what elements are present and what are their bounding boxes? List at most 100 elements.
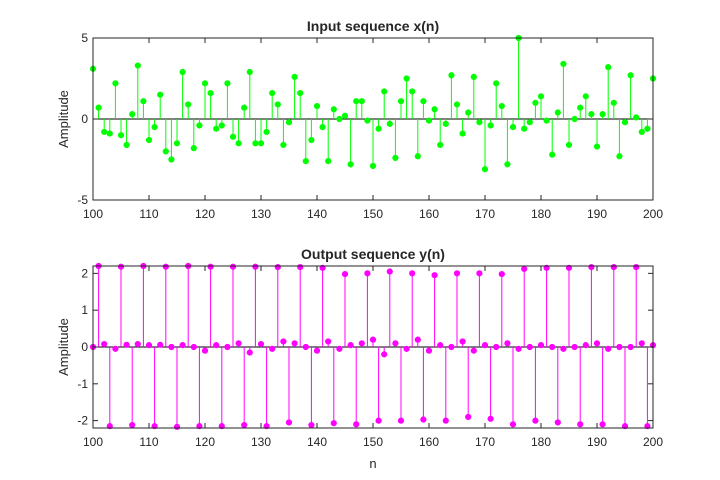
input-stem-marker bbox=[582, 93, 589, 100]
output-stem-marker bbox=[246, 349, 253, 356]
output-stem-marker bbox=[537, 342, 545, 349]
output-stem-marker bbox=[369, 336, 377, 343]
input-stem-marker bbox=[257, 140, 265, 147]
output-stem-marker bbox=[291, 340, 298, 347]
output-stem-marker bbox=[106, 423, 113, 430]
output-stem-marker bbox=[252, 263, 259, 270]
input-stem-marker bbox=[285, 119, 293, 126]
output-stem-marker bbox=[509, 421, 517, 428]
output-stem-marker bbox=[554, 419, 561, 426]
input-x-tick-label: 180 bbox=[531, 207, 551, 221]
output-stem-marker bbox=[465, 413, 472, 421]
output-stem-marker bbox=[190, 343, 197, 351]
input-x-ticks: 100 110 120 130 140 150 160 170 180 190 200 bbox=[83, 38, 663, 221]
output-y-tick-label: -1 bbox=[77, 377, 88, 391]
input-x-tick-label: 190 bbox=[587, 207, 607, 221]
output-stem-marker bbox=[633, 264, 640, 271]
output-stem-marker bbox=[274, 264, 281, 271]
input-stem-marker bbox=[201, 80, 209, 87]
input-stem-marker bbox=[392, 154, 399, 161]
input-stem-marker bbox=[616, 153, 623, 160]
output-stem-marker bbox=[302, 343, 309, 351]
output-stem-marker bbox=[577, 421, 584, 428]
output-x-tick-label: 140 bbox=[307, 435, 327, 449]
input-sequence-axes: 100 110 120 130 140 150 160 170 180 190 200 -5 0 5 I… bbox=[56, 18, 663, 221]
input-stem-marker bbox=[129, 111, 136, 118]
output-stem-marker bbox=[437, 342, 444, 349]
input-stem-marker bbox=[638, 128, 645, 136]
input-y-tick-label: 5 bbox=[81, 31, 88, 45]
input-stem-marker bbox=[565, 141, 573, 149]
input-stem-marker bbox=[453, 101, 461, 108]
output-y-tick-label: 1 bbox=[81, 303, 88, 317]
input-stem-marker bbox=[571, 115, 578, 123]
output-stem-marker bbox=[448, 343, 455, 351]
output-stem-marker bbox=[218, 423, 225, 430]
output-stem-marker bbox=[241, 421, 248, 429]
input-x-tick-label: 150 bbox=[363, 207, 383, 221]
input-stem-marker bbox=[291, 73, 298, 80]
input-stem-marker bbox=[381, 88, 388, 95]
output-x-tick-label: 110 bbox=[139, 435, 158, 449]
input-stem-marker bbox=[621, 119, 629, 126]
input-y-tick-label: -5 bbox=[77, 193, 88, 207]
input-stem-marker bbox=[509, 124, 517, 131]
output-stem-marker bbox=[235, 340, 242, 347]
output-x-tick-label: 190 bbox=[587, 435, 607, 449]
input-x-tick-label: 130 bbox=[251, 207, 271, 221]
input-stem-marker bbox=[145, 136, 153, 144]
input-stem-marker bbox=[397, 98, 405, 105]
input-stem-marker bbox=[476, 119, 483, 126]
output-stem-marker bbox=[117, 263, 125, 270]
output-stem-marker bbox=[224, 343, 231, 351]
input-stem-marker bbox=[336, 115, 343, 123]
output-stem-marker bbox=[599, 421, 606, 428]
output-stem-marker bbox=[493, 343, 500, 351]
output-stem-marker bbox=[588, 264, 595, 271]
input-stem-marker bbox=[190, 145, 197, 152]
input-stem-marker bbox=[358, 98, 365, 105]
input-x-tick-label: 160 bbox=[419, 207, 439, 221]
output-stem-marker bbox=[101, 340, 108, 348]
output-chart-title: Output sequence y(n) bbox=[301, 246, 445, 262]
input-stem-marker bbox=[364, 117, 371, 124]
input-stem-marker bbox=[599, 111, 606, 118]
input-stem-marker bbox=[498, 102, 505, 110]
output-stem-marker bbox=[358, 340, 365, 347]
output-stem-marker bbox=[560, 345, 567, 352]
output-stem-marker bbox=[571, 343, 578, 351]
output-stem-marker bbox=[201, 347, 209, 354]
output-stem-marker bbox=[168, 343, 175, 351]
input-stem-marker bbox=[353, 98, 360, 105]
input-x-tick-label: 170 bbox=[475, 207, 495, 221]
input-stem-marker bbox=[588, 111, 595, 118]
output-stem-marker bbox=[442, 417, 449, 424]
input-stem-marker bbox=[218, 122, 225, 129]
output-stem-marker bbox=[616, 343, 623, 351]
output-stem-marker bbox=[213, 342, 220, 349]
output-y-tick-label: 2 bbox=[81, 266, 88, 280]
output-stem-marker bbox=[453, 270, 461, 277]
output-stem-marker bbox=[353, 421, 360, 428]
input-stem-marker bbox=[493, 80, 500, 87]
input-stem-marker bbox=[123, 141, 130, 149]
output-stem-marker bbox=[543, 264, 550, 271]
output-stem-marker bbox=[364, 270, 371, 277]
output-x-tick-label: 180 bbox=[531, 435, 551, 449]
output-stem-marker bbox=[498, 271, 505, 278]
output-stem-marker bbox=[638, 340, 645, 347]
input-stem-marker bbox=[554, 109, 561, 116]
input-stem-marker bbox=[325, 158, 332, 165]
input-stem-marker bbox=[633, 114, 640, 121]
input-stem-marker bbox=[95, 104, 102, 111]
input-stem-marker bbox=[207, 89, 214, 97]
output-stem-marker bbox=[459, 338, 466, 345]
output-stem-marker bbox=[414, 336, 421, 343]
input-stem-marker bbox=[532, 99, 539, 106]
input-stem-marker bbox=[196, 122, 203, 129]
output-sequence-axes: 100 110 120 130 140 150 160 170 180 190 200 -2 -1 0 1… bbox=[56, 246, 663, 471]
output-x-tick-label: 170 bbox=[475, 435, 495, 449]
input-stem-marker bbox=[593, 143, 601, 150]
input-stem-marker bbox=[341, 112, 349, 119]
input-y-axis-label: Amplitude bbox=[56, 90, 71, 148]
